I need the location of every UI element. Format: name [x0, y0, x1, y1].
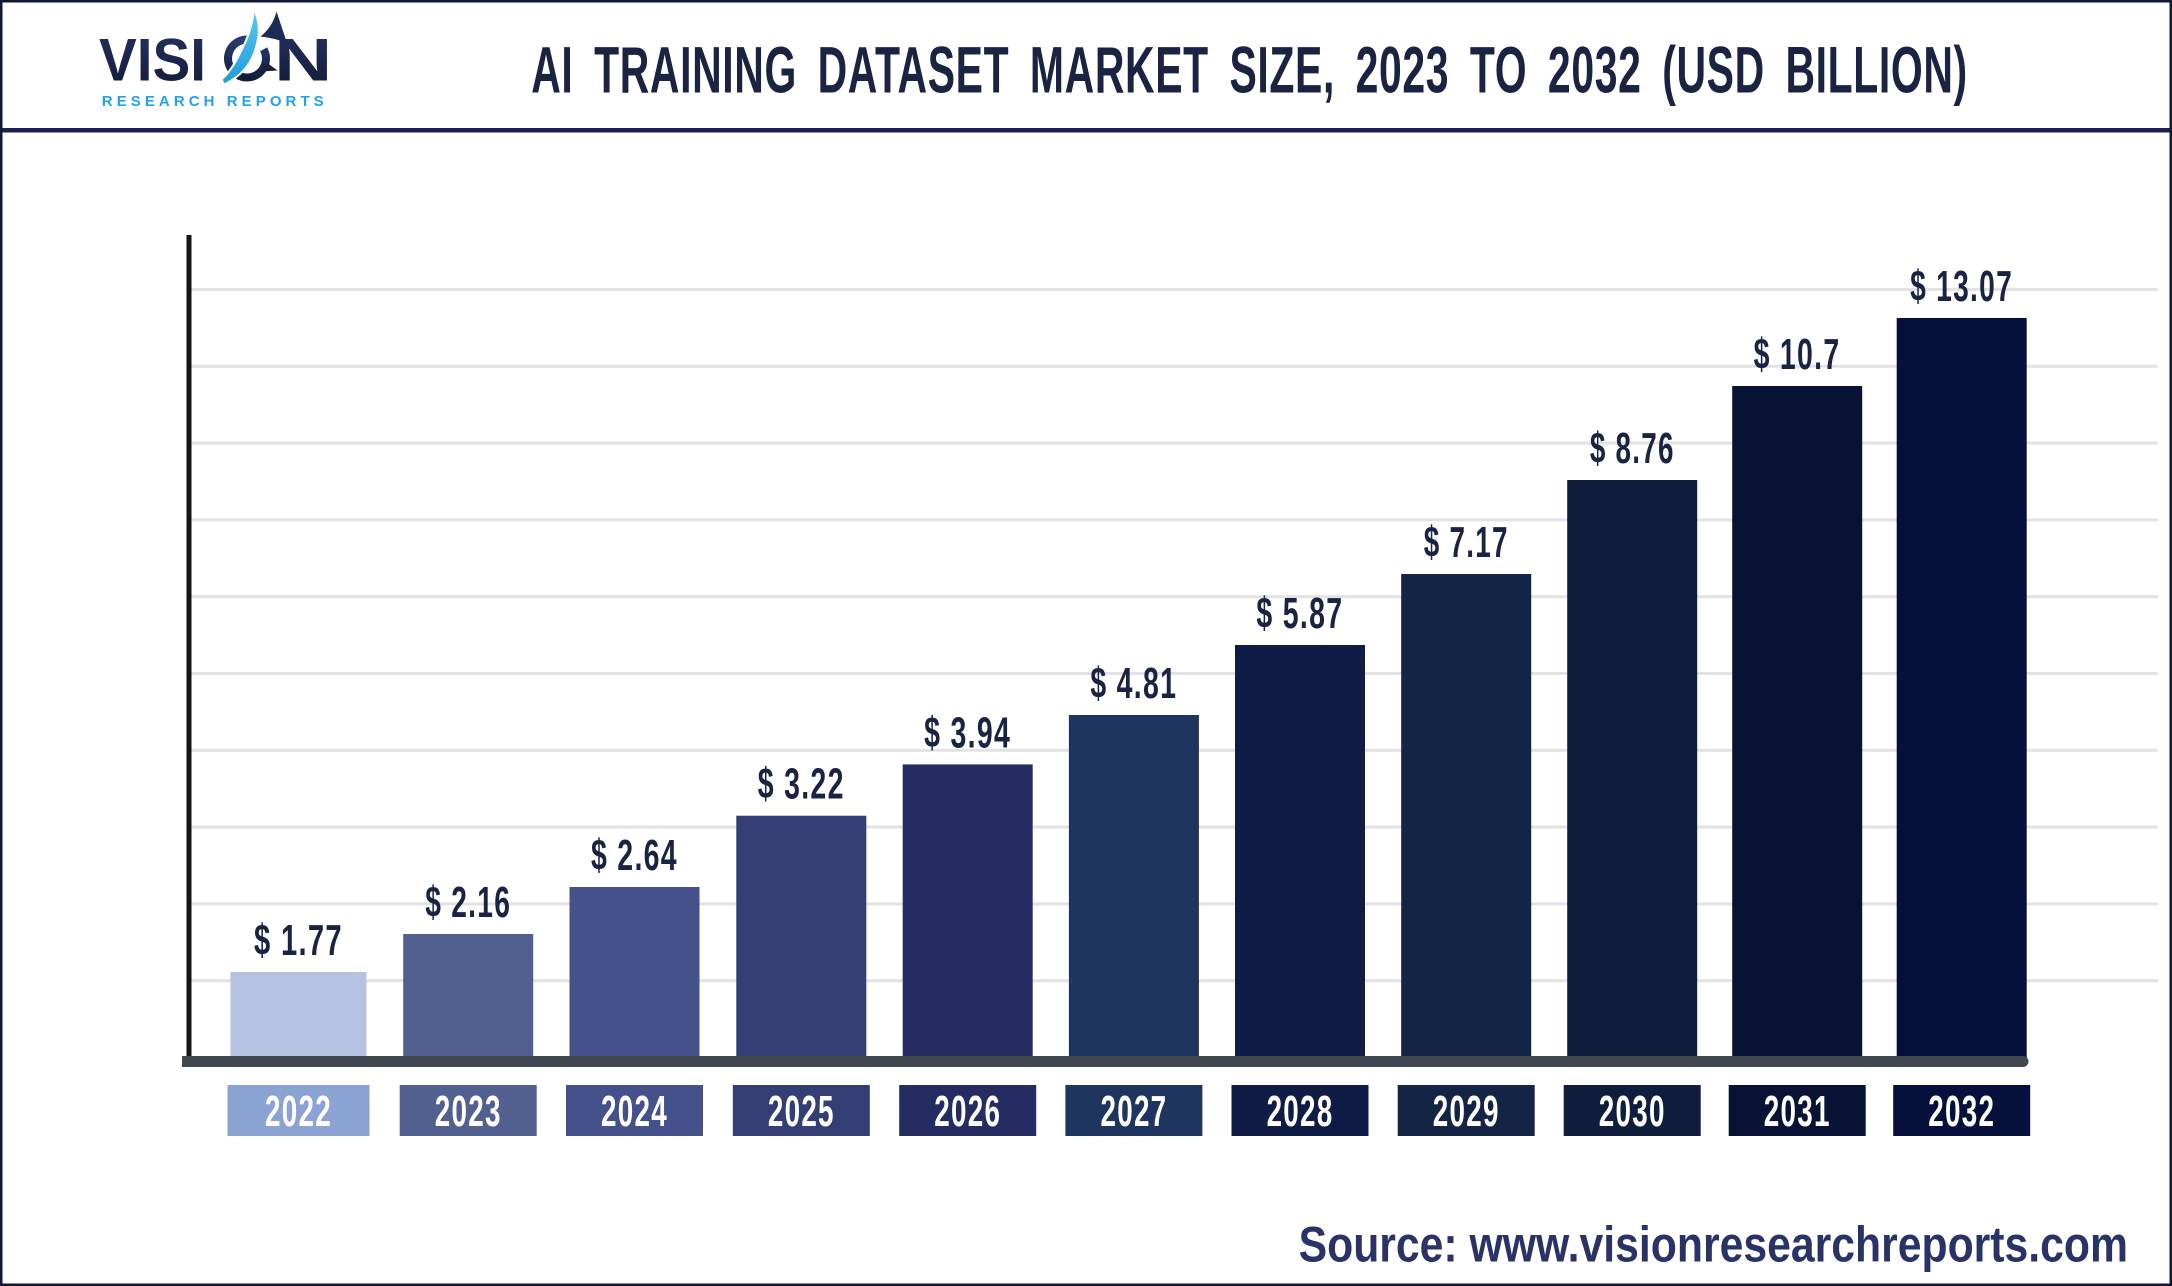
- svg-text:2022: 2022: [265, 1087, 332, 1136]
- svg-text:$ 8.76: $ 8.76: [1590, 424, 1675, 473]
- svg-text:RESEARCH REPORTS: RESEARCH REPORTS: [102, 93, 324, 110]
- svg-text:$ 5.87: $ 5.87: [1256, 588, 1343, 638]
- svg-text:$ 7.17: $ 7.17: [1424, 518, 1509, 567]
- svg-text:2023: 2023: [435, 1087, 502, 1136]
- svg-text:AI TRAINING DATASET MARKET SIZ: AI TRAINING DATASET MARKET SIZE, 2023 TO…: [531, 32, 1968, 107]
- svg-text:2032: 2032: [1928, 1087, 1995, 1136]
- svg-text:$ 2.16: $ 2.16: [425, 878, 511, 927]
- svg-text:$ 4.81: $ 4.81: [1090, 658, 1177, 708]
- svg-text:2026: 2026: [934, 1087, 1001, 1136]
- svg-text:Source: www.visionresearchrepo: Source: www.visionresearchreports.com: [1299, 1216, 2128, 1272]
- svg-text:$ 13.07: $ 13.07: [1910, 262, 2013, 311]
- svg-text:2028: 2028: [1267, 1087, 1334, 1136]
- svg-text:2025: 2025: [768, 1087, 835, 1136]
- svg-text:$ 1.77: $ 1.77: [254, 915, 343, 965]
- svg-text:$ 10.7: $ 10.7: [1754, 329, 1841, 379]
- svg-text:2027: 2027: [1100, 1087, 1167, 1136]
- svg-text:2031: 2031: [1764, 1087, 1831, 1136]
- svg-text:$ 2.64: $ 2.64: [591, 830, 678, 880]
- svg-text:$ 3.94: $ 3.94: [924, 707, 1011, 757]
- svg-text:VISI: VISI: [99, 27, 206, 94]
- svg-text:2029: 2029: [1433, 1087, 1500, 1136]
- svg-text:2030: 2030: [1599, 1087, 1666, 1136]
- svg-text:$ 3.22: $ 3.22: [758, 758, 845, 808]
- svg-text:2024: 2024: [601, 1087, 668, 1136]
